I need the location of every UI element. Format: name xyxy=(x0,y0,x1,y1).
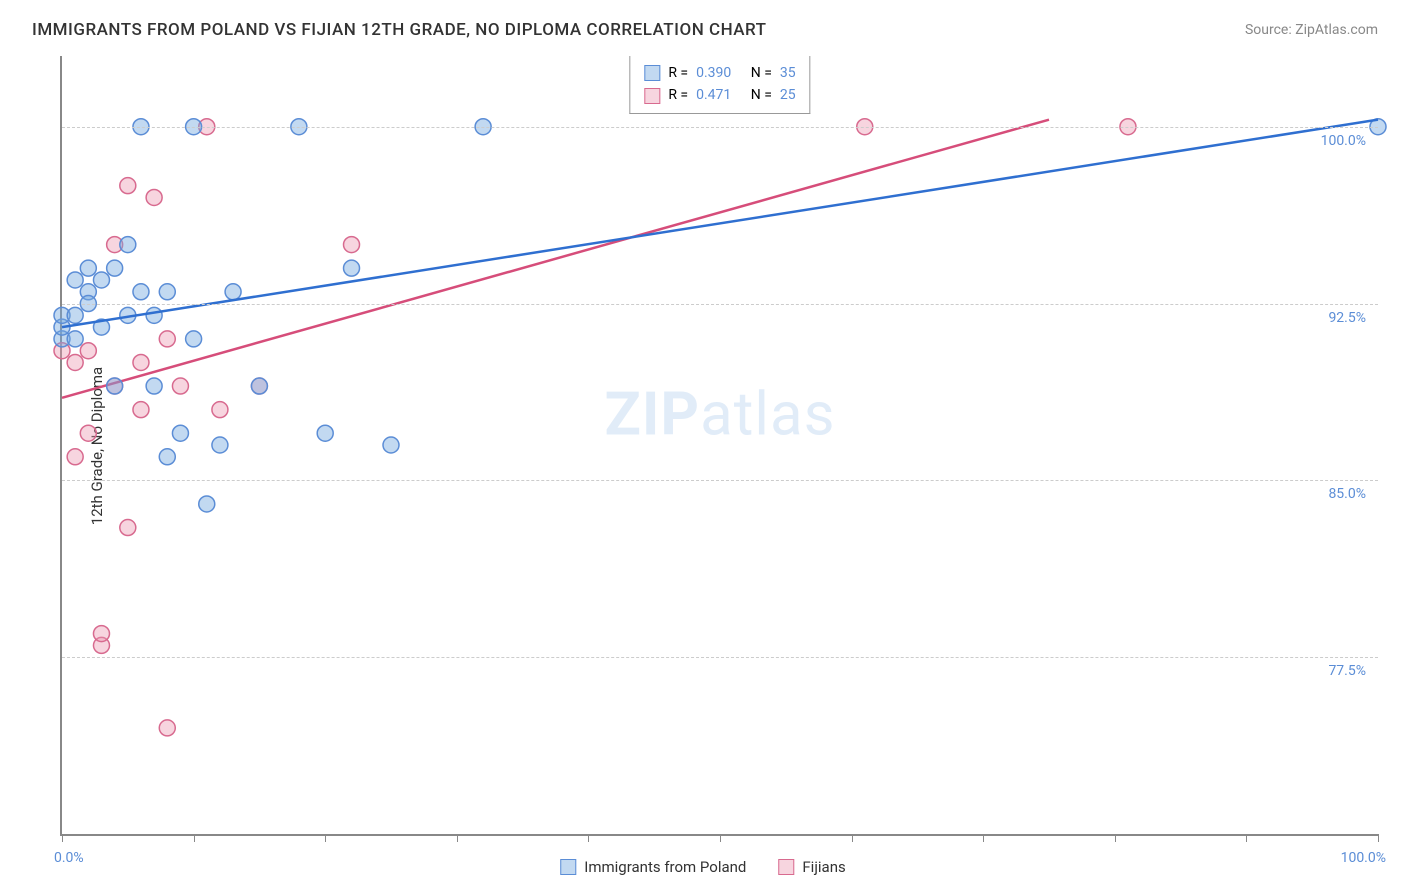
data-point xyxy=(67,331,83,347)
x-tick xyxy=(588,834,589,842)
y-tick-label: 92.5% xyxy=(1324,310,1370,326)
swatch-icon xyxy=(644,65,660,81)
y-tick-label: 77.5% xyxy=(1324,663,1370,679)
chart-title: IMMIGRANTS FROM POLAND VS FIJIAN 12TH GR… xyxy=(32,20,767,40)
series-legend: Immigrants from Poland Fijians xyxy=(560,858,845,876)
swatch-icon xyxy=(644,88,660,104)
x-axis-min-label: 0.0% xyxy=(54,850,84,866)
data-point xyxy=(80,260,96,276)
data-point xyxy=(67,449,83,465)
n-label: N = xyxy=(751,84,772,106)
legend-item-fijians: Fijians xyxy=(778,858,845,876)
data-point xyxy=(159,284,175,300)
data-point xyxy=(199,496,215,512)
n-label: N = xyxy=(751,62,772,84)
gridline xyxy=(62,304,1378,305)
data-point xyxy=(186,331,202,347)
r-value-blue: 0.390 xyxy=(696,62,731,84)
x-tick xyxy=(852,834,853,842)
data-point xyxy=(159,449,175,465)
x-tick xyxy=(194,834,195,842)
data-point xyxy=(80,425,96,441)
data-point xyxy=(120,237,136,253)
x-tick xyxy=(1115,834,1116,842)
x-tick xyxy=(62,834,63,842)
r-value-pink: 0.471 xyxy=(696,84,731,106)
data-point xyxy=(344,237,360,253)
legend-item-immigrants: Immigrants from Poland xyxy=(560,858,746,876)
data-point xyxy=(212,402,228,418)
y-tick-label: 85.0% xyxy=(1324,486,1370,502)
r-label: R = xyxy=(668,84,688,106)
gridline xyxy=(62,480,1378,481)
y-tick-label: 100.0% xyxy=(1317,133,1370,149)
data-point xyxy=(67,307,83,323)
data-point xyxy=(93,626,109,642)
trend-line xyxy=(62,120,1049,398)
gridline xyxy=(62,127,1378,128)
x-axis-max-label: 100.0% xyxy=(1341,850,1386,866)
data-point xyxy=(67,272,83,288)
data-point xyxy=(212,437,228,453)
data-point xyxy=(317,425,333,441)
legend-row-blue: R = 0.390 N = 35 xyxy=(644,62,795,84)
data-point xyxy=(344,260,360,276)
data-point xyxy=(120,520,136,536)
scatter-svg xyxy=(62,56,1378,834)
source-attribution: Source: ZipAtlas.com xyxy=(1245,22,1378,38)
data-point xyxy=(225,284,241,300)
correlation-legend: R = 0.390 N = 35 R = 0.471 N = 25 xyxy=(629,56,810,114)
data-point xyxy=(159,331,175,347)
data-point xyxy=(159,720,175,736)
data-point xyxy=(133,284,149,300)
gridline xyxy=(62,657,1378,658)
legend-label: Immigrants from Poland xyxy=(584,858,746,876)
r-label: R = xyxy=(668,62,688,84)
data-point xyxy=(172,425,188,441)
data-point xyxy=(93,272,109,288)
n-value-blue: 35 xyxy=(780,62,796,84)
x-tick xyxy=(325,834,326,842)
legend-row-pink: R = 0.471 N = 25 xyxy=(644,84,795,106)
x-tick xyxy=(720,834,721,842)
data-point xyxy=(146,378,162,394)
x-tick xyxy=(457,834,458,842)
data-point xyxy=(172,378,188,394)
data-point xyxy=(120,178,136,194)
swatch-icon xyxy=(778,859,794,875)
data-point xyxy=(133,402,149,418)
data-point xyxy=(383,437,399,453)
data-point xyxy=(133,354,149,370)
x-tick xyxy=(1246,834,1247,842)
data-point xyxy=(80,343,96,359)
data-point xyxy=(251,378,267,394)
n-value-pink: 25 xyxy=(780,84,796,106)
data-point xyxy=(146,307,162,323)
chart-plot-area: ZIPatlas R = 0.390 N = 35 R = 0.471 N = … xyxy=(60,56,1378,836)
legend-label: Fijians xyxy=(802,858,845,876)
data-point xyxy=(67,354,83,370)
trend-line xyxy=(62,120,1378,327)
x-tick xyxy=(1378,834,1379,842)
data-point xyxy=(107,378,123,394)
data-point xyxy=(107,260,123,276)
x-tick xyxy=(983,834,984,842)
data-point xyxy=(146,189,162,205)
swatch-icon xyxy=(560,859,576,875)
